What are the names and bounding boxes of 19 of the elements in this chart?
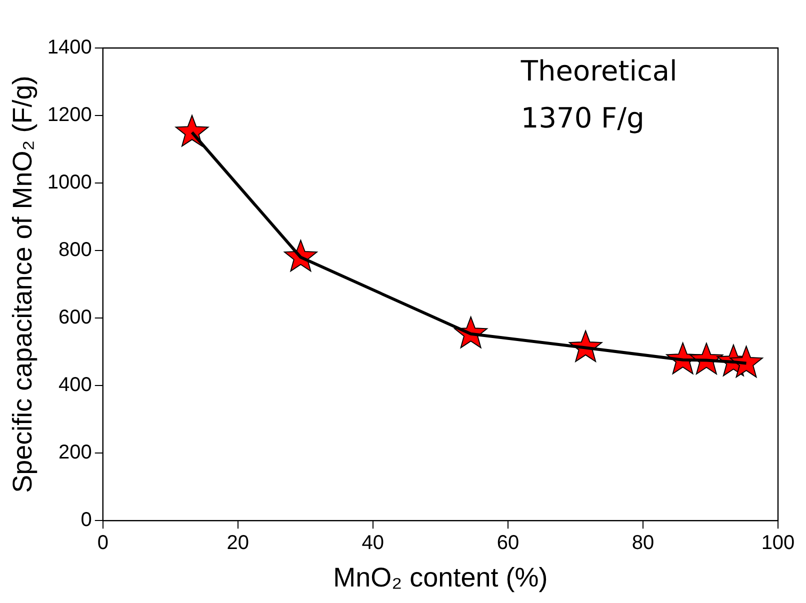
- x-tick-label: 60: [496, 532, 520, 554]
- x-tick-label: 0: [97, 532, 108, 554]
- annotation: Theoretical: [520, 54, 678, 88]
- y-tick-label: 400: [58, 374, 92, 396]
- x-tick-label: 80: [632, 532, 654, 554]
- annotation: 1370 F/g: [520, 101, 644, 134]
- x-axis-title: MnO₂ content (%): [333, 562, 548, 592]
- y-tick-label: 1200: [47, 104, 92, 126]
- x-tick-label: 20: [226, 532, 250, 554]
- y-tick-label: 1000: [47, 172, 92, 194]
- y-tick-label: 1400: [47, 36, 92, 59]
- x-tick-label: 100: [761, 532, 795, 554]
- x-tick-label: 40: [362, 532, 384, 554]
- y-tick-label: 800: [58, 239, 92, 262]
- y-tick-label: 0: [80, 509, 92, 532]
- y-tick-label: 200: [58, 442, 92, 464]
- y-axis-title: Specific capacitance of MnO₂ (F/g): [8, 76, 38, 493]
- point: [730, 346, 763, 378]
- y-tick-label: 600: [58, 306, 92, 329]
